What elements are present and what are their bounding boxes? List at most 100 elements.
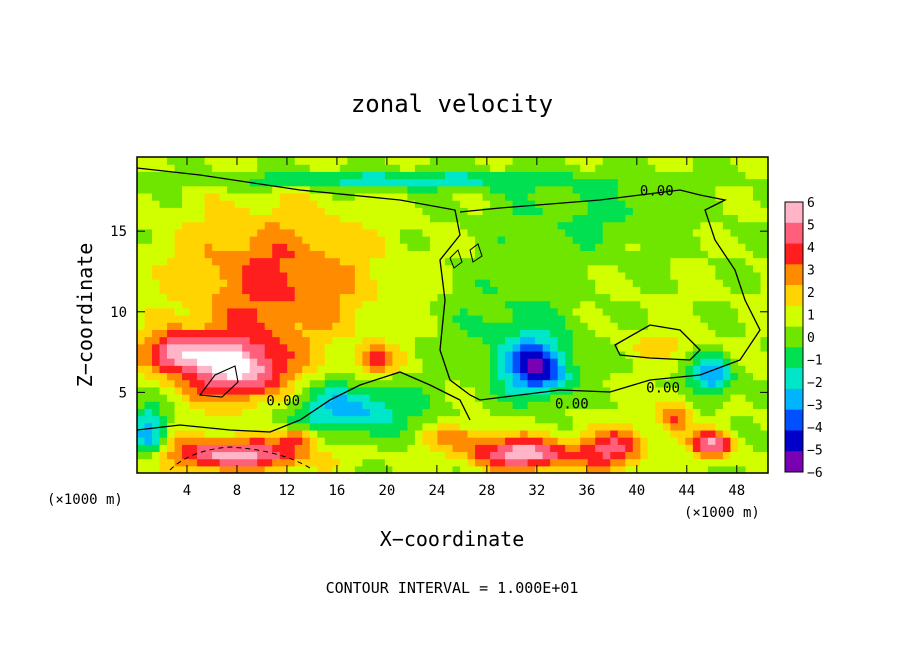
heat-cell [159, 343, 168, 352]
heat-cell [294, 264, 303, 273]
heat-cell [722, 250, 732, 259]
heat-cell [152, 228, 161, 237]
heat-cell [587, 264, 596, 273]
heat-cell [204, 451, 213, 460]
heat-cell [617, 465, 626, 474]
heat-cell [640, 200, 649, 208]
heat-cell [137, 171, 146, 180]
heat-cell [257, 401, 266, 409]
heat-cell [610, 358, 619, 366]
heat-cell [730, 257, 739, 266]
heat-cell [377, 157, 386, 165]
heat-cell [632, 250, 641, 259]
heat-cell [324, 207, 333, 216]
heat-cell [602, 444, 611, 453]
heat-cell [399, 300, 409, 309]
heat-cell [527, 236, 536, 244]
heat-cell [384, 300, 393, 309]
heat-cell [655, 343, 664, 352]
heat-cell [685, 214, 694, 223]
heat-cell [670, 221, 679, 230]
heat-cell [339, 465, 348, 474]
heat-cell [490, 372, 499, 381]
heat-cell [625, 228, 634, 237]
heat-cell [520, 350, 529, 359]
heat-cell [550, 236, 559, 244]
heat-cell [242, 465, 251, 474]
heat-cell [354, 228, 363, 237]
heat-cell [490, 322, 499, 330]
heat-cell [422, 164, 431, 172]
heat-cell [505, 372, 514, 381]
heat-cell [752, 329, 762, 338]
heat-cell [527, 437, 536, 445]
heat-cell [414, 236, 424, 244]
heat-cell [475, 394, 484, 402]
heat-cell [662, 185, 671, 194]
heat-cell [572, 458, 581, 467]
heat-cell [640, 379, 649, 388]
heat-cell [414, 451, 424, 460]
heat-cell [339, 286, 348, 295]
heat-cell [287, 365, 296, 374]
heat-cell [407, 279, 416, 287]
heat-cell [294, 429, 303, 438]
heat-cell [377, 315, 386, 323]
heat-cell [700, 365, 709, 374]
heat-cell [257, 451, 266, 460]
heat-cell [429, 444, 439, 453]
heat-cell [512, 214, 521, 223]
heat-cell [745, 171, 754, 180]
heat-cell [557, 236, 566, 244]
heat-cell [227, 315, 236, 323]
heat-cell [264, 185, 273, 194]
heat-cell [437, 365, 446, 374]
heat-cell [227, 451, 236, 460]
heat-cell [429, 429, 439, 438]
heat-cell [369, 429, 378, 438]
heat-cell [152, 157, 161, 165]
heat-cell [707, 429, 717, 438]
heat-cell [167, 408, 176, 417]
heat-cell [677, 458, 686, 467]
heat-cell [715, 185, 724, 194]
heat-cell [302, 300, 311, 309]
heat-cell [212, 350, 221, 359]
heat-cell [354, 279, 363, 287]
heat-cell [662, 415, 671, 424]
heat-cell [249, 329, 258, 338]
heat-cell [580, 250, 589, 259]
heat-cell [189, 379, 198, 388]
heat-cell [700, 228, 709, 237]
heat-cell [227, 437, 236, 445]
chart-title: zonal velocity [351, 90, 553, 118]
heat-cell [242, 171, 251, 180]
heat-cell [429, 386, 439, 395]
heat-cell [369, 444, 378, 453]
heat-cell [429, 422, 439, 431]
heat-cell [647, 228, 656, 237]
heat-cell [377, 444, 386, 453]
heat-cell [595, 279, 604, 287]
heat-cell [685, 386, 694, 395]
heat-cell [497, 437, 506, 445]
heat-cell [212, 379, 221, 388]
heat-cell [452, 250, 461, 259]
heat-cell [249, 257, 258, 266]
heat-cell [490, 243, 499, 251]
heat-cell [384, 315, 393, 323]
heat-cell [354, 185, 363, 194]
heat-cell [692, 329, 701, 338]
heat-cell [497, 257, 506, 266]
heat-cell [377, 415, 386, 424]
heat-cell [467, 415, 476, 424]
heat-cell [354, 329, 363, 338]
heat-cell [182, 394, 191, 402]
heat-cell [565, 322, 574, 330]
heat-cell [354, 343, 363, 352]
heat-cell [512, 185, 521, 194]
heat-cell [497, 465, 506, 474]
heat-cell [294, 207, 303, 216]
heat-cell [152, 315, 161, 323]
heat-cell [309, 465, 318, 474]
